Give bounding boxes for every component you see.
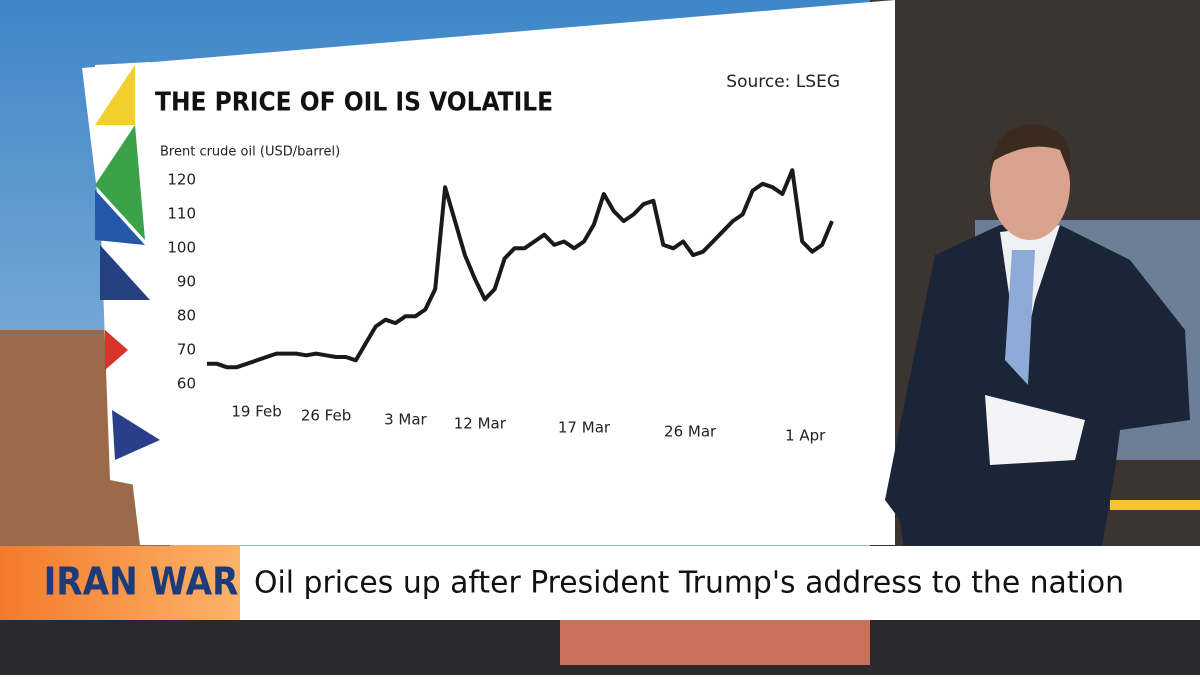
price-line bbox=[207, 168, 834, 370]
x-tick-label: 1 Apr bbox=[785, 427, 826, 445]
stripe-tri bbox=[100, 245, 150, 300]
papers bbox=[985, 395, 1085, 465]
chart-subtitle: Brent crude oil (USD/barrel) bbox=[160, 145, 340, 160]
chart-screen bbox=[82, 0, 895, 545]
presenter-hair bbox=[990, 124, 1071, 175]
y-tick-label: 70 bbox=[177, 341, 196, 359]
stripe-tri bbox=[95, 65, 135, 125]
stripe-tri bbox=[95, 190, 145, 245]
studio-light bbox=[1110, 500, 1200, 510]
y-tick-label: 90 bbox=[177, 273, 196, 291]
y-tick-label: 100 bbox=[167, 239, 196, 257]
y-tick-label: 80 bbox=[177, 307, 196, 325]
banner-tag-bg bbox=[0, 546, 240, 620]
x-tick-label: 26 Feb bbox=[301, 407, 351, 425]
y-tick-label: 60 bbox=[177, 375, 196, 393]
banner-headline: Oil prices up after President Trump's ad… bbox=[254, 566, 1124, 601]
plot: 60 70 80 90 100 110 120 19 Feb 26 Feb 3 Mar 12 Mar… bbox=[167, 168, 834, 445]
chart-source: Source: LSEG bbox=[726, 72, 840, 92]
x-tick-label: 26 Mar bbox=[664, 423, 717, 441]
x-tick-label: 19 Feb bbox=[231, 403, 281, 421]
x-tick-label: 12 Mar bbox=[454, 415, 507, 433]
stripe-tri bbox=[105, 330, 128, 370]
stripe-tri bbox=[112, 410, 160, 460]
x-tick-label: 3 Mar bbox=[384, 411, 427, 429]
y-tick-label: 120 bbox=[167, 171, 196, 189]
banner-tag: IRAN WAR bbox=[44, 560, 239, 604]
presenter-head bbox=[990, 130, 1070, 240]
floor-glow bbox=[560, 620, 870, 665]
x-tick-label: 17 Mar bbox=[558, 419, 611, 437]
y-tick-label: 110 bbox=[167, 205, 196, 223]
chart-title: THE PRICE OF OIL IS VOLATILE bbox=[155, 88, 553, 118]
presenter-tie bbox=[1005, 250, 1035, 385]
banner-bg bbox=[240, 546, 1200, 620]
stripe-tri bbox=[95, 125, 145, 240]
